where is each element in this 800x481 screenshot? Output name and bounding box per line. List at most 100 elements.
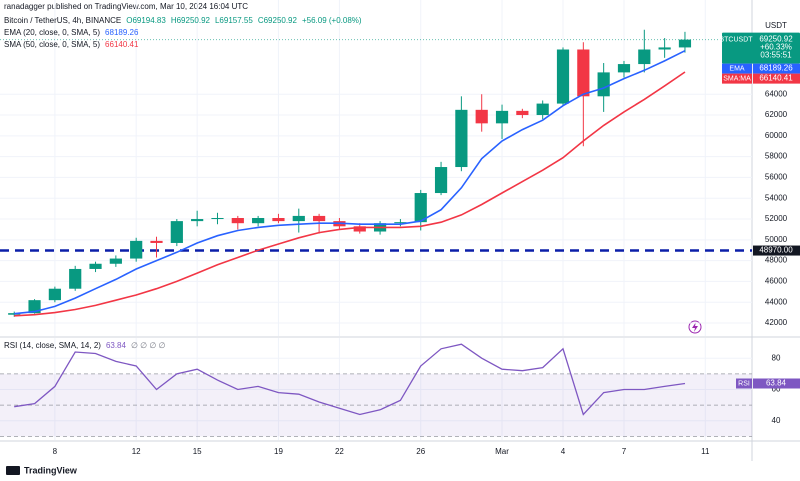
footer: TradingView	[24, 465, 78, 475]
legend-entry: EMA (20, close, 0, SMA, 5) 68189.26	[4, 28, 139, 37]
y-tick-label: 44000	[765, 297, 788, 306]
legend-entry: SMA (50, close, 0, SMA, 5) 66140.41	[4, 40, 139, 49]
price-tag	[722, 32, 800, 64]
candle-body	[231, 217, 244, 224]
series-tag-label: SMA:MA	[723, 75, 751, 82]
legend-value: 66140.41	[105, 40, 139, 49]
candle-body	[414, 193, 427, 223]
ohlc-value: O69194.83	[126, 16, 166, 25]
legend-name: SMA (50, close, 0, SMA, 5)	[4, 40, 100, 49]
candle-body	[252, 217, 265, 224]
x-tick-label: 26	[416, 447, 425, 456]
y-tick-label: 42000	[765, 318, 788, 327]
candle-body	[597, 72, 610, 97]
x-tick-label: 8	[53, 447, 58, 456]
indicator-line	[14, 71, 686, 317]
candle-body	[678, 39, 692, 48]
candle-body	[292, 215, 305, 222]
series-tag	[753, 63, 800, 74]
x-tick-label: Mar	[495, 447, 509, 456]
x-tick-label: 15	[193, 447, 202, 456]
series-tag-value: 63.84	[766, 379, 787, 388]
title-text: Bitcoin / TetherUS, 4h, BINANCE	[4, 16, 121, 25]
candle-body	[353, 226, 366, 232]
grid	[0, 0, 752, 440]
candle-body	[130, 240, 143, 259]
x-tick-label: 22	[335, 447, 344, 456]
candle-body	[638, 49, 651, 65]
chart-title: Bitcoin / TetherUS, 4h, BINANCE O69194.83…	[4, 16, 362, 25]
x-tick-label: 11	[701, 447, 710, 456]
publisher: ranadagger published on TradingView.com,…	[4, 2, 248, 11]
series-tag-name	[722, 73, 752, 84]
level-tag-label: 48970.00	[759, 246, 793, 255]
x-tick-label: 12	[132, 447, 141, 456]
alert-icon	[688, 320, 702, 334]
tag-symbol: BTCUSDT	[719, 36, 753, 43]
ohlc-value: L69157.55	[215, 16, 253, 25]
indicator-line	[14, 49, 686, 315]
candle-body	[577, 49, 590, 97]
series-tag-label: EMA	[729, 65, 745, 72]
level-tag	[753, 245, 800, 256]
y-tick-label: 60	[772, 385, 781, 394]
candle-body	[89, 263, 102, 269]
y-tick-label: 54000	[765, 193, 788, 202]
series-tag	[753, 73, 800, 84]
x-tick-label: 7	[622, 447, 627, 456]
y-tick-label: 64000	[765, 89, 788, 98]
legend-entry: RSI (14, close, SMA, 14, 2) 63.84 ∅ ∅ ∅ ∅	[4, 341, 166, 350]
candle-body	[69, 268, 82, 289]
candle-body	[48, 288, 61, 301]
x-tick-label: 19	[274, 447, 283, 456]
series-tag-value: 68189.26	[759, 64, 793, 73]
candle-body	[617, 64, 631, 73]
candle-body	[191, 219, 204, 222]
candle-body	[495, 110, 509, 124]
y-tick-label: 52000	[765, 214, 788, 223]
y-tick-label: 46000	[765, 277, 788, 286]
y-tick-label: 50000	[765, 235, 788, 244]
candle-body	[150, 240, 163, 243]
tag-price: 69250.92	[759, 35, 793, 44]
ohlc-value: H69250.92	[171, 16, 211, 25]
candle-body	[434, 167, 448, 194]
legend-name: EMA (20, close, 0, SMA, 5)	[4, 28, 100, 37]
candle-body	[556, 49, 570, 104]
y-tick-label: 56000	[765, 173, 788, 182]
y-tick-label: 60000	[765, 131, 788, 140]
candle-body	[313, 215, 326, 222]
indicator-line	[14, 343, 686, 416]
axis-unit: USDT	[765, 21, 787, 30]
candle-body	[109, 258, 122, 264]
series-tag	[753, 378, 800, 389]
candle-body	[272, 217, 285, 222]
tag-change: +60.33%	[760, 43, 792, 52]
series-tag-name	[722, 63, 752, 74]
logo: TradingView	[6, 465, 78, 475]
series-tag-value: 66140.41	[759, 74, 793, 83]
candle-body	[475, 109, 488, 124]
y-tick-label: 80	[772, 353, 781, 362]
legend-name: RSI (14, close, SMA, 14, 2)	[4, 341, 101, 350]
legend-value: 68189.26	[105, 28, 139, 37]
ohlc-value: +56.09 (+0.08%)	[302, 16, 362, 25]
y-tick-label: 40	[772, 416, 781, 425]
candle-body	[536, 103, 549, 116]
candle-body	[658, 47, 671, 50]
candle-body	[211, 217, 224, 220]
series-tag-name	[736, 378, 752, 389]
candle-body	[516, 110, 529, 116]
tag-countdown: 03:55:51	[760, 51, 792, 60]
legend-value: 63.84	[106, 341, 127, 350]
y-tick-label: 58000	[765, 152, 788, 161]
legend-markers: ∅ ∅ ∅ ∅	[131, 341, 166, 350]
ohlc-value: C69250.92	[258, 16, 298, 25]
candle-body	[455, 109, 468, 168]
x-tick-label: 4	[561, 447, 566, 456]
y-tick-label: 62000	[765, 110, 788, 119]
candle-body	[28, 300, 41, 314]
candle-body	[394, 222, 407, 224]
candle-body	[170, 221, 183, 243]
